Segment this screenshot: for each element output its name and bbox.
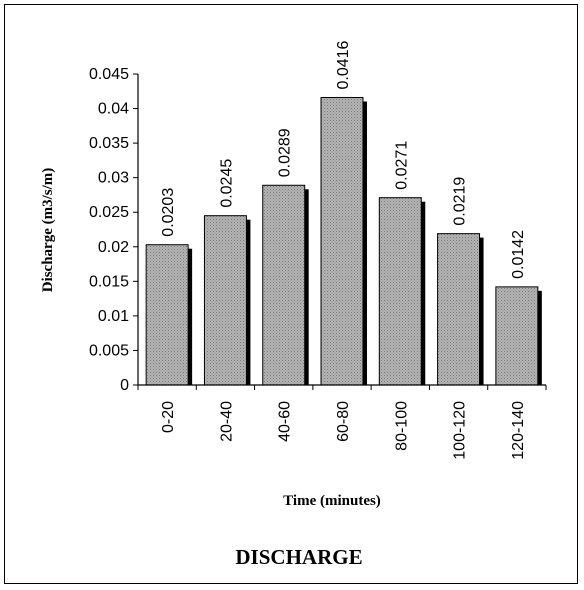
y-tick-label: 0.035 [89,135,129,152]
y-tick-label: 0.01 [98,308,129,325]
x-tick-label-0-20: 0-20 [160,401,177,433]
data-label-0-20: 0.0203 [160,188,177,237]
bar-40-60 [262,184,306,386]
bar-120-140 [495,286,539,386]
data-label-100-120: 0.0219 [452,177,469,226]
x-axis-title: Time (minutes) [283,493,381,509]
y-tick-label: 0.02 [98,239,129,256]
y-tick-label: 0 [120,377,129,394]
data-label-60-80: 0.0416 [335,40,352,89]
chart-title: DISCHARGE [235,545,362,569]
x-tick-label-100-120: 100-120 [452,401,469,460]
y-axis-title: Discharge (m3/s/m) [40,168,56,293]
bar-20-40 [203,215,247,386]
y-tick-label: 0.015 [89,273,129,290]
y-tick-label: 0.04 [98,101,129,118]
x-tick-label-80-100: 80-100 [393,401,410,451]
x-tick-label-40-60: 40-60 [277,401,294,442]
bar-60-80 [320,96,364,386]
data-label-120-140: 0.0142 [510,230,527,279]
y-tick-label: 0.005 [89,342,129,359]
bars-layer: 0.0203 0.0245 0.0289 0.0416 0.0271 0.0219 0.01… [145,40,542,386]
y-tick-label: 0.03 [98,170,129,187]
bar-0-20 [145,244,189,386]
data-label-40-60: 0.0289 [277,128,294,177]
y-tick-label: 0.045 [89,66,129,83]
y-tick-label: 0.025 [89,204,129,221]
x-tick-label-120-140: 120-140 [510,401,527,460]
x-tick-label-20-40: 20-40 [218,401,235,442]
x-tick-label-60-80: 60-80 [335,401,352,442]
data-label-20-40: 0.0245 [218,159,235,208]
bar-100-120 [437,233,481,386]
data-label-80-100: 0.0271 [393,141,410,190]
axes-layer: 0-20 20-40 40-60 60-80 80-100 100-120 120-140 0… [89,66,547,460]
bar-80-100 [378,197,422,386]
